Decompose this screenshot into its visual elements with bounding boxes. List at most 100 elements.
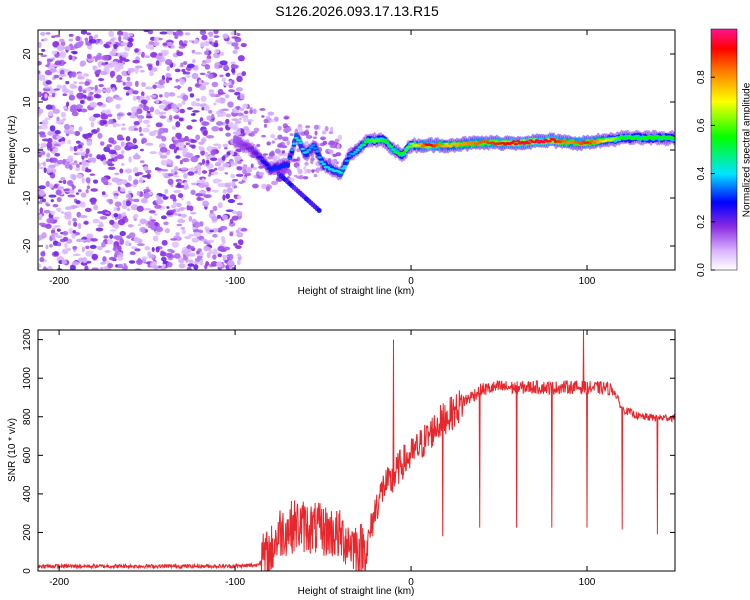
spectrogram-noise-blob [116, 154, 124, 160]
spectrogram-noise-blob [95, 227, 104, 232]
spectrogram-noise-blob [162, 263, 166, 268]
spectrogram-noise-blob [49, 68, 57, 73]
spectrogram-noise-blob [146, 124, 151, 128]
spectrogram-noise-blob [47, 131, 55, 136]
spectrogram-noise-blob [107, 158, 115, 162]
spectrogram-noise-blob [243, 110, 249, 115]
spectrogram-noise-blob [247, 119, 254, 122]
spectrogram-noise-blob [177, 218, 184, 223]
spectrogram-noise-blob [201, 170, 208, 174]
colorbar-gradient [710, 28, 738, 271]
spectrogram-ridge-cell [541, 141, 546, 144]
spectrogram-noise-blob [100, 177, 109, 184]
spectrogram-noise-blob [62, 231, 69, 236]
spectrogram-noise-blob [88, 38, 97, 44]
spectrogram-noise-blob [329, 140, 335, 146]
spectrogram-noise-blob [95, 54, 102, 61]
spectrogram-noise-blob [148, 41, 155, 46]
spectrogram-noise-blob [178, 117, 184, 122]
spectrogram-noise-blob [86, 140, 93, 146]
spectrogram-noise-blob [175, 78, 179, 83]
spectrogram-noise-blob [125, 81, 133, 87]
spectrogram-noise-blob [79, 201, 86, 208]
spectrogram-noise-blob [173, 253, 181, 259]
spectrogram-noise-blob [304, 170, 308, 174]
spectrogram-ridge-cell [410, 142, 415, 146]
spectrogram-noise-blob [201, 158, 206, 165]
spectrogram-noise-blob [136, 171, 144, 176]
spectrogram-noise-blob [297, 123, 303, 128]
spectrogram-noise-blob [314, 130, 318, 136]
spectrogram-noise-blob [123, 86, 131, 91]
spectrogram-noise-blob [89, 197, 97, 204]
spectrogram-noise-blob [158, 194, 166, 197]
spectrogram-noise-blob [143, 106, 150, 112]
spectrogram-noise-blob [202, 130, 208, 137]
spectrogram-ridge-cell [547, 139, 552, 143]
snr-y-tick-label: 800 [22, 408, 33, 425]
spectrogram-noise-blob [54, 53, 60, 58]
spectrogram-noise-blob [181, 100, 186, 105]
spectrogram-noise-blob [78, 126, 83, 132]
spectrogram-noise-blob [60, 211, 64, 214]
spectrogram-noise-blob [242, 176, 248, 182]
spectrogram-noise-blob [159, 94, 163, 98]
spectrogram-noise-blob [232, 131, 238, 135]
spectrogram-noise-blob [134, 48, 139, 53]
spectrogram-noise-blob [195, 102, 200, 107]
spectrogram-noise-blob [201, 62, 207, 66]
spectrogram-noise-blob [53, 143, 60, 147]
spectrogram-noise-blob [68, 90, 74, 96]
spectrogram-noise-blob [62, 93, 68, 97]
spectrogram-noise-blob [116, 113, 124, 117]
spectrogram-noise-blob [230, 160, 234, 164]
spectrogram-noise-blob [62, 188, 70, 192]
spectrogram-noise-blob [189, 252, 196, 257]
spectrogram-noise-blob [38, 216, 42, 221]
spectrogram-noise-blob [225, 72, 231, 77]
spectrogram-noise-blob [121, 211, 127, 217]
spectrogram-noise-blob [173, 136, 178, 141]
spectrogram-noise-blob [218, 97, 226, 104]
spectrogram-noise-blob [238, 181, 244, 185]
spectrogram-noise-blob [189, 245, 195, 249]
spectrogram-noise-blob [90, 201, 96, 205]
spectrogram-noise-blob [127, 37, 134, 43]
spectrogram-noise-blob [201, 137, 207, 143]
spectrogram-noise-blob [146, 110, 151, 114]
spectrogram-noise-blob [47, 266, 53, 270]
spectrogram-noise-blob [160, 215, 167, 220]
spectrogram-noise-blob [75, 200, 81, 205]
spectrogram-noise-blob [207, 146, 213, 152]
spectrogram-noise-blob [85, 189, 89, 194]
spectrogram-noise-blob [164, 188, 169, 194]
spectrogram-noise-blob [176, 51, 184, 57]
spectrogram-noise-blob [78, 81, 85, 85]
spectrogram-noise-blob [289, 133, 294, 137]
spectrogram-ridge-cell [403, 149, 409, 152]
spectrogram-noise-blob [200, 41, 205, 48]
spectrogram-noise-blob [200, 238, 208, 242]
spectrogram-noise-blob [86, 260, 92, 264]
spectrogram-noise-blob [121, 162, 125, 167]
spectrogram-noise-blob [69, 164, 73, 171]
spectrogram-noise-blob [293, 174, 298, 178]
spectrogram-ridge-cell [355, 148, 360, 152]
spectrogram-noise-blob [171, 241, 179, 248]
spectrogram-noise-blob [210, 157, 218, 161]
spectrogram-noise-blob [82, 133, 87, 139]
spectrogram-noise-blob [166, 158, 172, 164]
spectrogram-noise-blob [201, 34, 208, 41]
spectrogram-noise-blob [311, 169, 315, 174]
spectrogram-noise-blob [53, 183, 58, 189]
spectrogram-noise-blob [79, 99, 85, 104]
spectrogram-noise-blob [134, 248, 141, 252]
spectrogram-noise-blob [73, 160, 78, 164]
spectrogram-y-ticks: -20 -10 0 10 20 [22, 48, 675, 253]
spectrogram-noise-blob [100, 267, 104, 270]
spectrogram-noise-blob [89, 173, 96, 176]
spectrogram-noise-blob [93, 113, 101, 118]
spectrogram-noise-blob [263, 118, 269, 124]
spectrogram-noise-blob [191, 119, 197, 123]
spectrogram-noise-blob [166, 211, 173, 216]
